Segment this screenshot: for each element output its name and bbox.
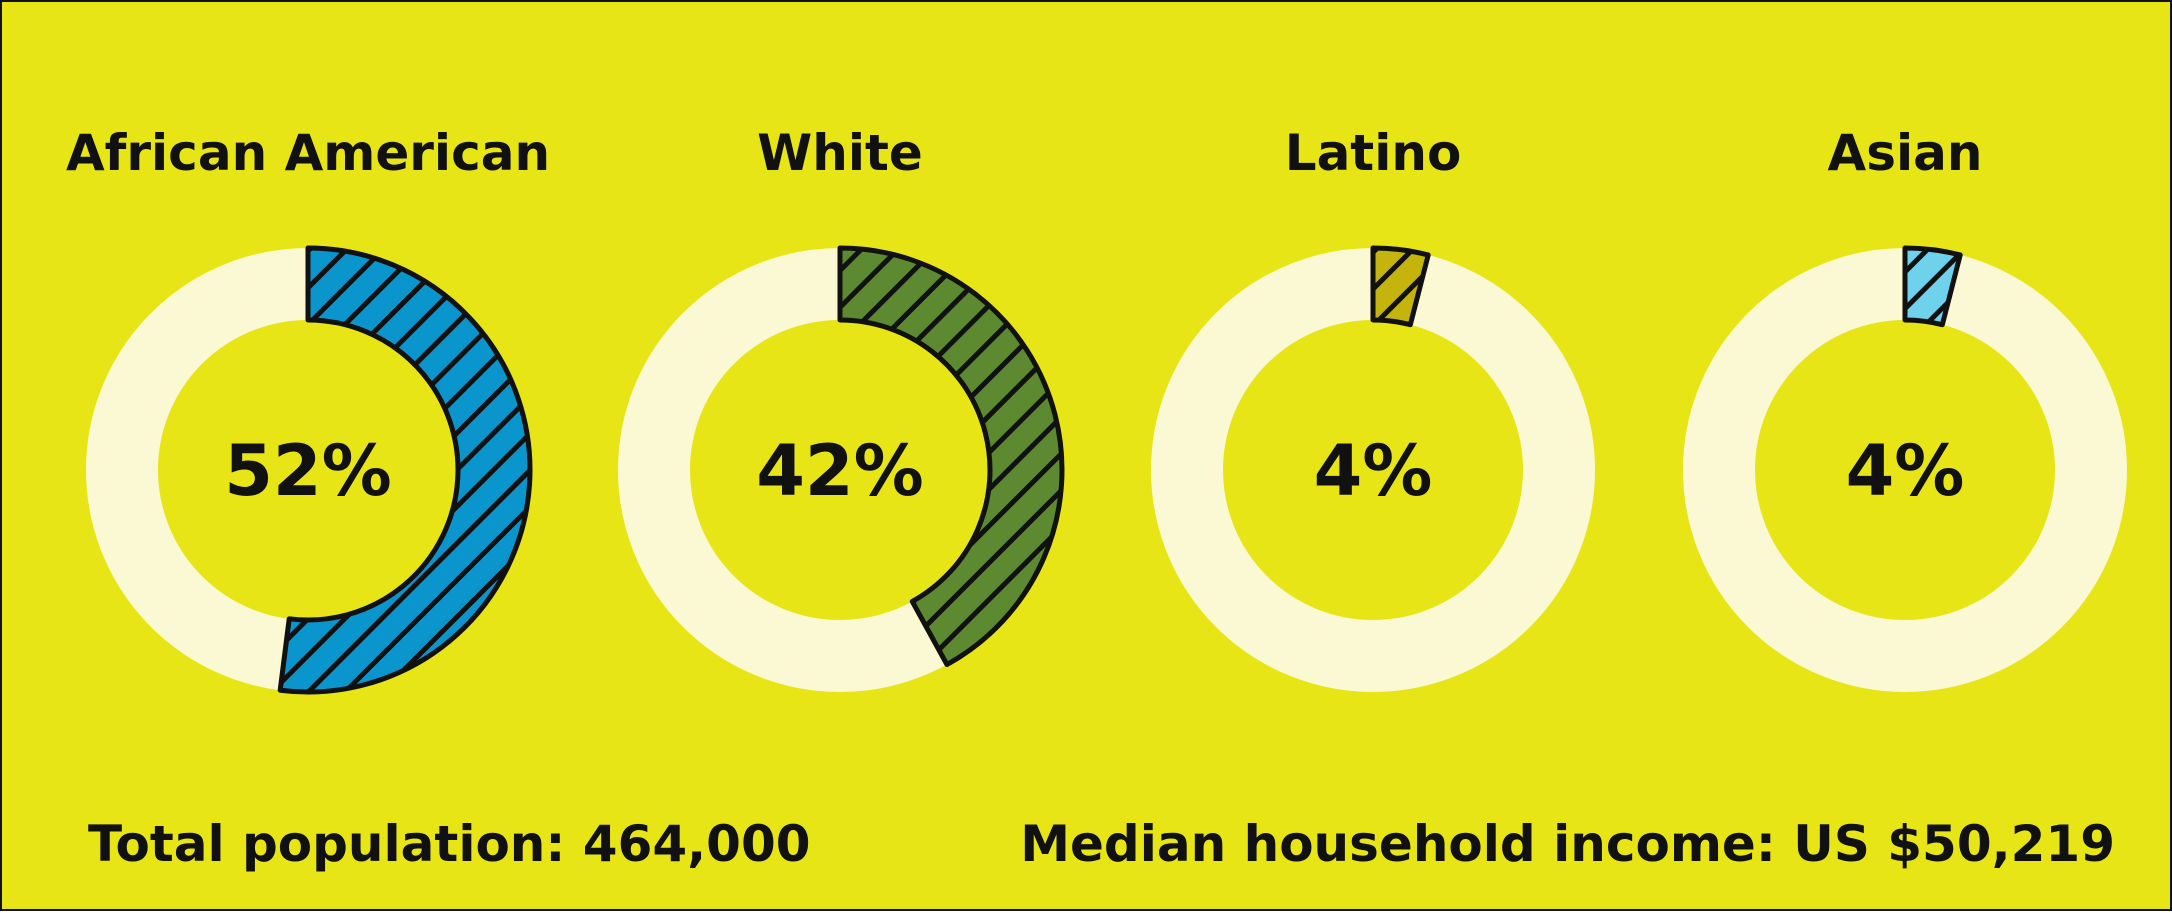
chart-title-latino: Latino: [1285, 124, 1462, 182]
data-label-african-american: 52%: [224, 430, 392, 512]
data-label-asian: 4%: [1846, 430, 1965, 512]
chart-title-asian: Asian: [1828, 124, 1983, 182]
data-label-latino: 4%: [1314, 430, 1433, 512]
donut-slice-african-american: [277, 245, 533, 695]
median-household-income: Median household income: US $50,219: [1020, 815, 2115, 873]
donut-slice-latino: [1370, 245, 1431, 328]
data-label-white: 42%: [756, 430, 924, 512]
donut-slice-asian: [1902, 245, 1963, 328]
chart-title-african-american: African American: [66, 124, 550, 182]
chart-title-white: White: [757, 124, 923, 182]
donut-slice-white: [837, 245, 1065, 668]
total-population: Total population: 464,000: [88, 815, 811, 873]
